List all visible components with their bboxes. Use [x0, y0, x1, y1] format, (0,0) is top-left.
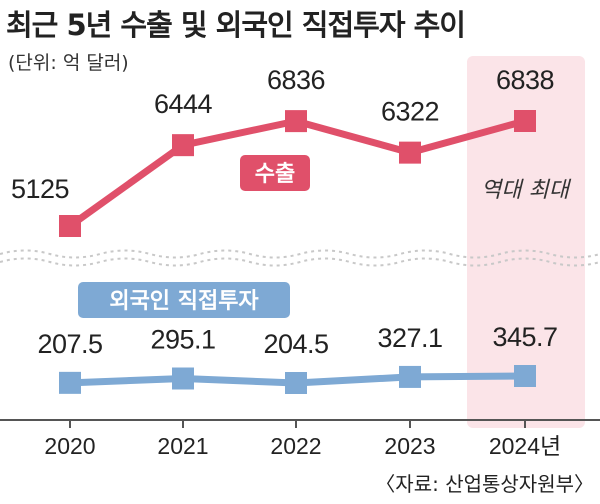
highlight-band-2024	[467, 56, 585, 428]
data-point	[59, 215, 81, 237]
data-point	[172, 367, 194, 390]
data-label: 5125	[11, 174, 69, 204]
data-label: 204.5	[263, 329, 328, 359]
data-point	[514, 110, 536, 132]
data-point	[514, 365, 536, 387]
x-tick-label: 2022	[270, 433, 321, 459]
data-label: 207.5	[37, 329, 102, 359]
data-label: 6836	[267, 65, 325, 95]
x-tick-label: 2020	[44, 433, 95, 459]
data-label: 345.7	[492, 322, 557, 352]
legend-export: 수출	[240, 155, 310, 191]
data-point	[59, 371, 81, 394]
x-tick-label: 2024년	[489, 433, 561, 459]
series-fdi: 207.5 295.1 204.5 327.1 345.7	[37, 322, 558, 394]
highlight-note: 역대 최대	[481, 178, 572, 203]
x-tick-label: 2021	[157, 433, 208, 459]
data-label: 327.1	[377, 323, 442, 353]
legend-label: 외국인 직접투자	[109, 289, 259, 314]
data-point	[285, 110, 307, 133]
data-label: 6838	[496, 65, 554, 95]
legend-fdi: 외국인 직접투자	[78, 282, 290, 318]
data-point	[399, 141, 421, 164]
data-point	[172, 134, 194, 157]
legend-pill	[240, 155, 310, 191]
data-label: 6444	[154, 89, 213, 119]
legend-label: 수출	[255, 162, 295, 187]
data-label: 295.1	[150, 325, 215, 355]
legend-pill	[78, 282, 290, 318]
data-point	[285, 372, 307, 394]
axis-break-line	[0, 249, 600, 259]
x-tick-label: 2023	[384, 433, 435, 459]
series-export: 5125 6444 6836 6322 6838	[11, 65, 555, 237]
unit-note: (단위: 억 달러)	[8, 52, 129, 74]
source-note: 〈자료: 산업통상자원부〉	[375, 472, 594, 496]
data-label: 6322	[381, 97, 439, 127]
data-point	[399, 365, 421, 388]
axis-break-line	[0, 257, 600, 267]
chart-title: 최근 5년 수출 및 외국인 직접투자 추이	[6, 8, 466, 42]
